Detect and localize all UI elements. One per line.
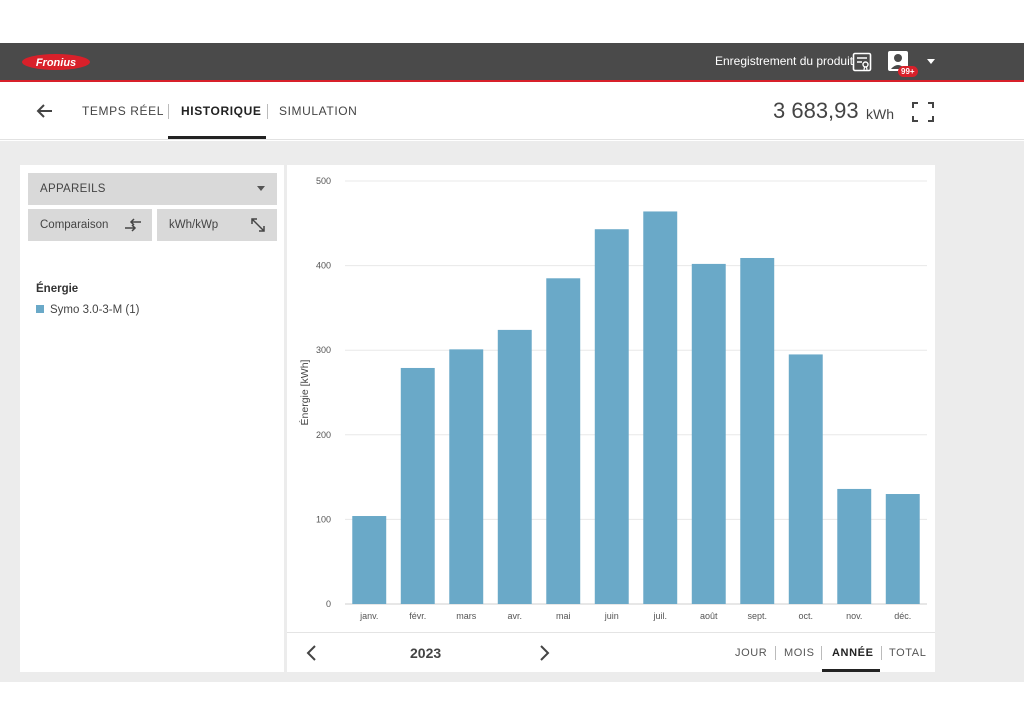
diagonal-resize-icon [251,218,265,232]
chevron-left-icon[interactable] [305,645,319,661]
x-tick-label: oct. [798,611,813,621]
x-tick-label: mai [556,611,571,621]
tab-separator [168,104,169,119]
tab-history[interactable]: HISTORIQUE [181,104,262,118]
bar [691,263,726,604]
bar [885,494,920,604]
legend-item-label: Symo 3.0-3-M (1) [50,304,140,316]
caret-down-icon[interactable] [927,59,935,64]
period-separator [881,646,882,660]
x-tick-label: juil. [652,611,667,621]
bar [740,257,775,604]
period-day[interactable]: JOUR [735,647,768,659]
kwh-kwp-label: kWh/kWp [169,219,219,231]
legend-title: Énergie [36,283,79,295]
x-tick-label: févr. [409,611,426,621]
x-tick-label: janv. [359,611,378,621]
product-registration-link[interactable]: Enregistrement du produit [715,54,854,68]
sub-navigation: TEMPS RÉEL HISTORIQUE SIMULATION 3 683,9… [0,84,1024,140]
chevron-down-icon [257,186,265,191]
period-year[interactable]: ANNÉE [832,647,874,659]
x-tick-label: nov. [846,611,862,621]
fronius-logo[interactable]: Fronius [21,52,91,72]
period-month[interactable]: MOIS [784,647,815,659]
bar [643,211,678,604]
tab-realtime[interactable]: TEMPS RÉEL [82,104,165,118]
top-bar: Fronius Enregistrement du produit 99+ [0,43,1024,82]
fullscreen-icon[interactable] [912,102,934,122]
x-tick-label: juin [604,611,619,621]
period-separator [775,646,776,660]
energy-bar-chart: 0 100 200 300 400 500 Énergie [kWh] janv. févr. m… [298,176,927,621]
y-tick-label: 100 [316,514,331,524]
legend-swatch [36,305,44,313]
year-label: 2023 [410,645,442,661]
certificate-icon[interactable] [852,52,872,72]
tab-separator [267,104,268,119]
bar [352,516,387,604]
comparison-label: Comparaison [40,219,109,231]
bar [837,488,872,604]
chevron-right-icon[interactable] [537,645,551,661]
chart-panel: 0 100 200 300 400 500 Énergie [kWh] janv. févr. m… [287,165,935,672]
x-tick-label: avr. [507,611,522,621]
devices-label: APPAREILS [40,183,106,195]
devices-dropdown[interactable]: APPAREILS [28,173,277,205]
active-period-indicator [822,669,880,672]
x-tick-label: déc. [894,611,911,621]
content-area: APPAREILS Comparaison kWh/kWp Énergie Sy… [0,141,1024,682]
y-tick-label: 0 [326,599,331,609]
total-energy-unit: kWh [866,106,894,122]
filter-panel: APPAREILS Comparaison kWh/kWp Énergie Sy… [20,165,284,672]
bar [546,278,581,604]
tab-simulation[interactable]: SIMULATION [279,104,358,118]
y-tick-label: 300 [316,345,331,355]
period-total[interactable]: TOTAL [889,647,927,659]
x-tick-label: août [700,611,718,621]
bar [594,229,629,605]
bar [400,367,435,604]
chart-footer: 2023 JOUR MOIS ANNÉE TOTAL [287,632,935,672]
y-tick-label: 500 [316,176,331,186]
bar [497,329,532,604]
y-tick-label: 400 [316,261,331,271]
legend-item[interactable]: Symo 3.0-3-M (1) [36,304,139,316]
comparison-button[interactable]: Comparaison [28,209,152,241]
x-tick-label: sept. [747,611,767,621]
bar [788,354,823,604]
period-separator [821,646,822,660]
active-tab-indicator [168,136,266,139]
notification-badge: 99+ [898,66,918,77]
logo-text: Fronius [36,57,76,69]
y-tick-label: 200 [316,430,331,440]
bar [449,349,484,604]
y-axis-label: Énergie [kWh] [298,359,311,425]
kwh-kwp-button[interactable]: kWh/kWp [157,209,277,241]
total-energy-value: 3 683,93 [773,98,859,123]
x-tick-label: mars [456,611,476,621]
arrow-left-icon[interactable] [34,102,54,120]
swap-arrows-icon [125,218,141,232]
